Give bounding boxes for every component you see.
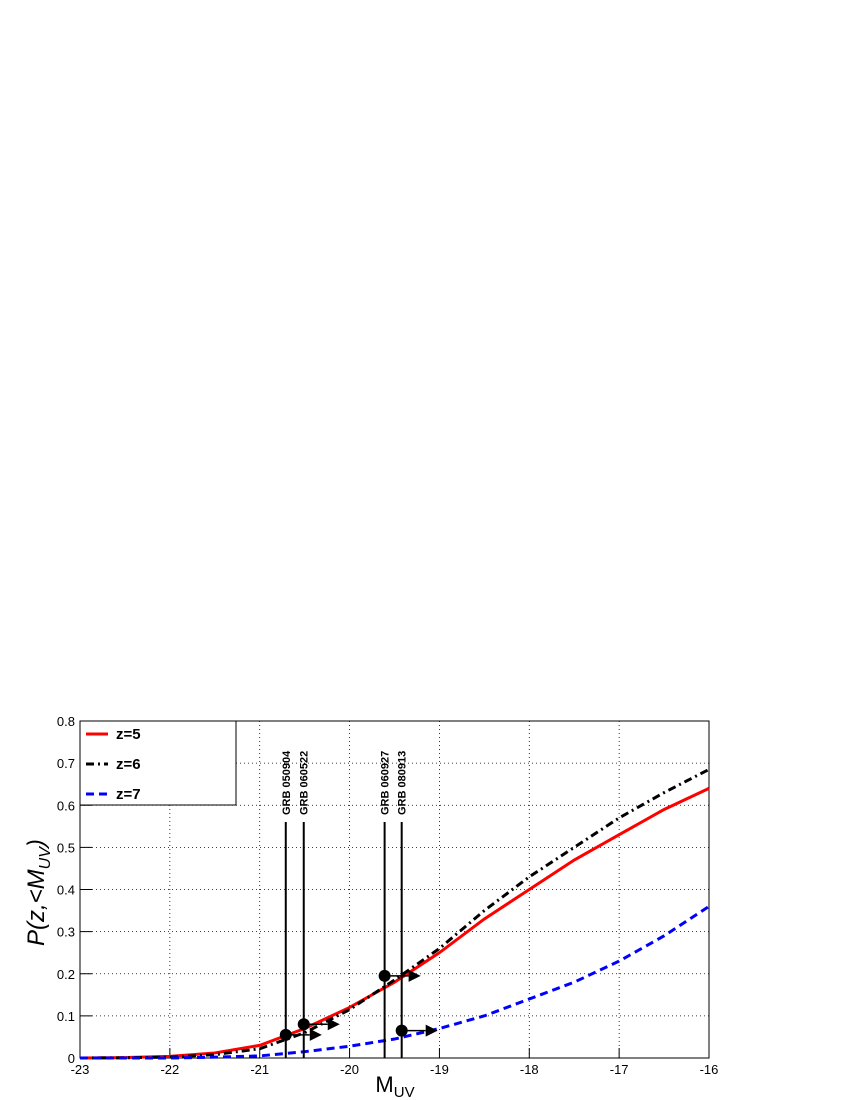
y-tick-label: 0.7: [57, 756, 75, 771]
grb-arrowhead: [408, 969, 421, 982]
y-tick-label: 0.8: [57, 714, 75, 729]
series-line: [79, 768, 710, 1060]
grb-label: GRB 060927: [380, 751, 392, 815]
series-line: [79, 787, 710, 1060]
grb-label: GRB 080913: [397, 751, 409, 815]
legend-label: z=7: [116, 786, 141, 803]
grb-point: [297, 1018, 310, 1031]
x-label-sub: UV: [394, 1084, 415, 1100]
y-label-main: P(z,<M: [23, 869, 50, 946]
grb-arrowhead: [309, 1028, 322, 1041]
legend: z=5 z=6 z=7: [79, 720, 237, 806]
x-tick-label: -21: [250, 1062, 269, 1077]
plot-frame: [79, 720, 710, 1059]
y-tick-label: 0.4: [57, 883, 75, 898]
y-tick-label: 0.3: [57, 925, 75, 940]
grb-point: [378, 969, 391, 982]
y-tick-label: 0.1: [57, 1009, 75, 1024]
x-tick-label: -19: [430, 1062, 449, 1077]
y-label-end: ): [23, 839, 50, 850]
grb-point: [395, 1024, 408, 1037]
x-axis-label: MUV: [375, 1072, 414, 1100]
series-line: [80, 905, 710, 1060]
grb-arrowhead: [425, 1024, 438, 1037]
legend-label: z=6: [116, 756, 141, 773]
y-axis-label: P(z,<MUV): [23, 839, 54, 946]
legend-label: z=5: [116, 726, 141, 743]
x-tick-label: -17: [610, 1062, 629, 1077]
y-tick-label: 0: [68, 1051, 75, 1066]
grb-label: GRB 050904: [281, 750, 293, 815]
y-label-sub: UV: [37, 846, 54, 870]
x-tick-label: -20: [340, 1062, 359, 1077]
y-tick-label: 0.6: [57, 798, 75, 813]
x-tick-label: -22: [160, 1062, 179, 1077]
x-tick-label: -18: [520, 1062, 539, 1077]
y-tick-label: 0.5: [57, 840, 75, 855]
y-tick-label: 0.2: [57, 967, 75, 982]
grb-label: GRB 060522: [299, 751, 311, 815]
x-label-main: M: [375, 1072, 393, 1097]
x-tick-label: -23: [71, 1062, 90, 1077]
grb-point: [279, 1028, 292, 1041]
x-tick-label: -16: [700, 1062, 719, 1077]
grb-arrowhead: [327, 1018, 340, 1031]
